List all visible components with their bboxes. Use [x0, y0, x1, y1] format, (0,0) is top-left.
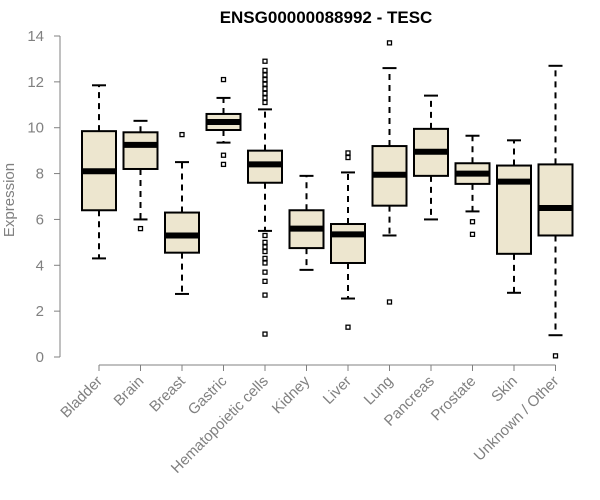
outlier-point [262, 95, 268, 101]
y-tick-label: 10 [27, 120, 44, 137]
y-tick-label: 6 [36, 211, 44, 228]
outlier-point [345, 150, 351, 156]
chart-title: ENSG00000088992 - TESC [220, 8, 433, 27]
outlier-point [262, 239, 268, 246]
x-tick-label: Breast [146, 372, 189, 415]
box-group [288, 174, 325, 271]
x-tick-label: Liver [320, 373, 355, 408]
y-axis-title: Expression [1, 163, 18, 237]
outlier-point [220, 76, 227, 83]
outlier-point [137, 225, 144, 232]
box-group [164, 131, 200, 295]
box-group [454, 134, 491, 237]
outlier-point [220, 161, 227, 168]
y-axis: 0 2 4 6 8 10 12 14 [27, 28, 61, 366]
x-tick-label: Bladder [57, 373, 106, 422]
outlier-point [179, 131, 185, 138]
x-tick-label: Brain [111, 373, 148, 410]
outlier-point [262, 76, 268, 83]
box-group [330, 150, 366, 330]
outlier-point [262, 90, 268, 96]
outlier-point [262, 86, 268, 92]
iqr-box [330, 223, 366, 264]
iqr-box [122, 131, 159, 170]
y-tick-label: 8 [36, 166, 44, 183]
x-tick-label: Prostate [428, 373, 480, 425]
outlier-point [469, 219, 476, 225]
iqr-box [537, 163, 574, 237]
box-group [81, 84, 117, 260]
outlier-point [552, 353, 559, 359]
outlier-point [262, 99, 268, 106]
y-tick-label: 2 [36, 303, 44, 320]
outlier-point [262, 244, 268, 250]
outlier-point [262, 255, 268, 262]
y-tick-label: 14 [27, 28, 44, 45]
outlier-point [262, 58, 268, 64]
outlier-point [262, 260, 268, 266]
outlier-point [262, 72, 268, 78]
outlier-point [262, 278, 268, 284]
boxes [81, 40, 574, 359]
outlier-point [345, 154, 351, 161]
box-group [205, 76, 242, 168]
outlier-point [386, 299, 393, 305]
y-tick-label: 12 [27, 74, 44, 91]
x-tick-label: Lung [361, 373, 397, 409]
outlier-point [262, 269, 268, 275]
outlier-point [386, 40, 393, 46]
outlier-point [262, 232, 268, 239]
box-group [537, 64, 574, 359]
box-group [496, 139, 532, 294]
x-tick-label: Skin [488, 373, 521, 406]
outlier-point [262, 81, 268, 87]
outlier-point [469, 231, 476, 237]
outlier-point [220, 152, 227, 158]
outlier-point [262, 248, 268, 255]
x-tick-label: Kidney [269, 372, 314, 417]
box-group [247, 58, 283, 337]
box-group [413, 94, 449, 221]
outlier-point [262, 67, 268, 74]
box-group [122, 119, 159, 232]
y-tick-label: 0 [36, 349, 44, 366]
y-tick-label: 4 [36, 257, 44, 274]
outlier-point [262, 292, 268, 298]
outlier-point [262, 331, 268, 337]
outlier-point [345, 324, 351, 330]
box-group [371, 40, 408, 305]
